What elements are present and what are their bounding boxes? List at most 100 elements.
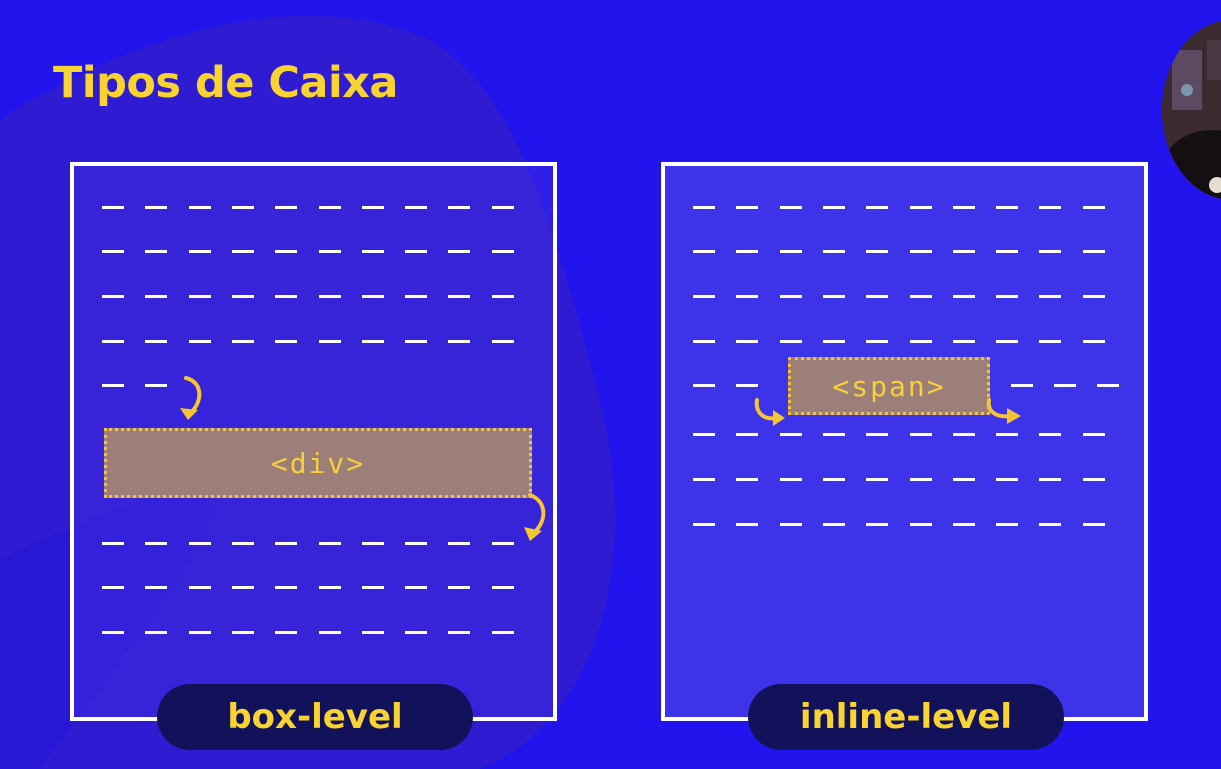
page-title: Tipos de Caixa [53,58,398,108]
text-line-dash [145,206,168,209]
text-line-dash [231,340,254,343]
text-line-dash [779,250,802,253]
text-line-dash [188,206,211,209]
text-line-dash [909,433,932,436]
text-line-dash [866,433,889,436]
span-element-box: <span> [788,357,990,415]
text-line-dash [693,206,715,209]
text-line-dash [188,250,211,253]
text-line-dash [448,206,471,209]
text-line-dash [145,295,168,298]
text-line-dash [318,586,341,589]
inline-level-caption: inline-level [748,684,1064,750]
text-line-dash [822,523,845,526]
text-line-dash [361,250,384,253]
text-line-dash [736,384,759,387]
text-line-dash [491,206,514,209]
text-line-dash [779,295,802,298]
text-line-dash [952,206,975,209]
text-line-dash [866,206,889,209]
text-line-dash [822,295,845,298]
text-line-dash [952,295,975,298]
text-line-dash [866,340,889,343]
text-line-dash [909,478,932,481]
text-line-dash [779,340,802,343]
text-line-dash [1039,206,1062,209]
text-line-dash [231,542,254,545]
text-line-dash [1082,250,1105,253]
text-line-dash [1097,384,1119,387]
text-line-dash [1082,340,1105,343]
text-line-dash [1039,340,1062,343]
text-line-dash [188,586,211,589]
text-line-dash [188,542,211,545]
text-line-dash [952,523,975,526]
text-line-dash [361,206,384,209]
text-line-dash [361,340,384,343]
text-line-dash [779,433,802,436]
text-line-dash [909,206,932,209]
text-line-dash [736,250,759,253]
text-line-dash [736,295,759,298]
text-line-dash [361,631,384,634]
text-line-dash [1054,384,1076,387]
text-line-dash [405,206,428,209]
text-line-dash [102,340,124,343]
text-line-dash [448,542,471,545]
text-line-dash [275,295,298,298]
curved-arrow-icon [524,493,546,541]
text-line-dash [996,250,1019,253]
curved-arrow-icon [754,398,785,426]
text-line-dash [231,250,254,253]
text-line-dash [361,542,384,545]
text-line-dash [275,586,298,589]
text-line-dash [318,206,341,209]
text-line-dash [996,340,1019,343]
box-level-caption: box-level [157,684,473,750]
text-line-dash [822,206,845,209]
text-line-dash [996,433,1019,436]
curved-arrow-icon [180,376,202,420]
text-line-dash [822,478,845,481]
text-line-dash [275,250,298,253]
text-line-dash [1082,478,1105,481]
text-line-dash [318,250,341,253]
text-line-dash [188,340,211,343]
text-line-dash [145,586,168,589]
text-line-dash [693,523,715,526]
text-line-dash [1039,295,1062,298]
text-line-dash [822,433,845,436]
text-line-dash [736,340,759,343]
text-line-dash [231,586,254,589]
text-line-dash [1039,478,1062,481]
text-line-dash [736,478,759,481]
text-line-dash [909,250,932,253]
text-line-dash [693,250,715,253]
text-line-dash [231,295,254,298]
text-line-dash [405,250,428,253]
text-line-dash [693,340,715,343]
text-line-dash [866,295,889,298]
text-line-dash [866,478,889,481]
text-line-dash [491,586,514,589]
text-line-dash [102,384,124,387]
text-line-dash [145,384,168,387]
text-line-dash [405,631,428,634]
text-line-dash [1082,206,1105,209]
text-line-dash [952,433,975,436]
text-line-dash [318,542,341,545]
text-line-dash [405,542,428,545]
text-line-dash [909,295,932,298]
text-line-dash [952,250,975,253]
text-line-dash [231,206,254,209]
text-line-dash [102,250,124,253]
text-line-dash [491,631,514,634]
text-line-dash [188,631,211,634]
text-line-dash [102,586,124,589]
text-line-dash [275,206,298,209]
text-line-dash [145,250,168,253]
text-line-dash [1082,295,1105,298]
text-line-dash [275,631,298,634]
text-line-dash [996,478,1019,481]
text-line-dash [102,295,124,298]
